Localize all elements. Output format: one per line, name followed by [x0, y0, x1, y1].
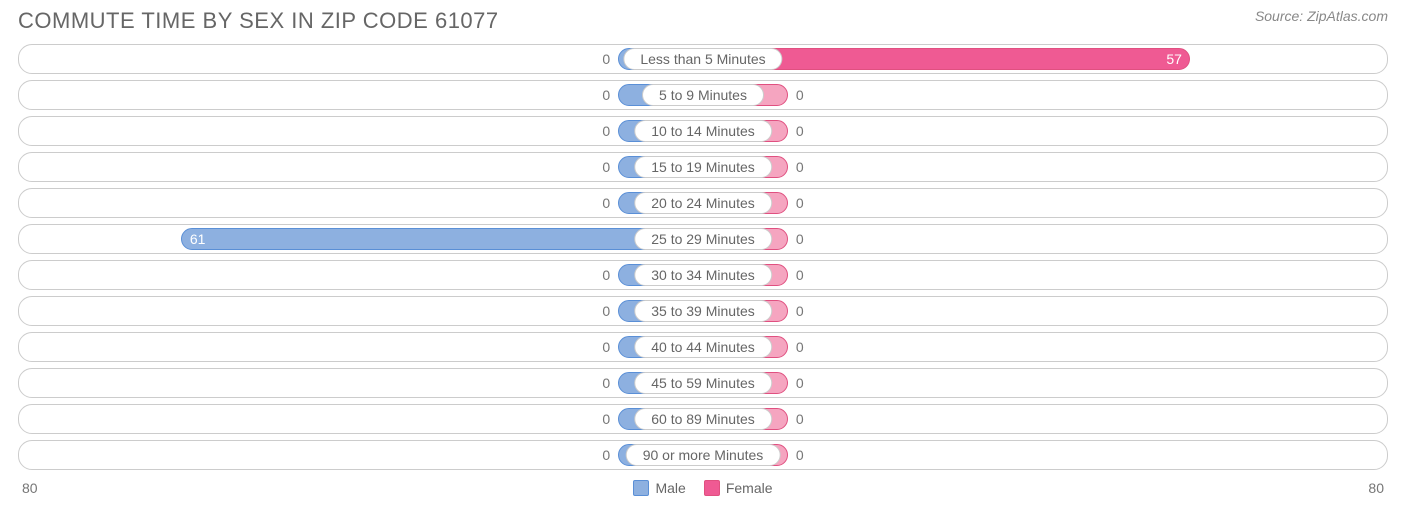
female-value: 0	[790, 303, 810, 319]
chart-row: 0 57 Less than 5 Minutes	[18, 44, 1388, 74]
female-value: 0	[790, 159, 810, 175]
chart-row: 0 0 35 to 39 Minutes	[18, 296, 1388, 326]
category-label: 35 to 39 Minutes	[634, 300, 772, 322]
category-label: 30 to 34 Minutes	[634, 264, 772, 286]
category-label: 20 to 24 Minutes	[634, 192, 772, 214]
legend: Male Female	[633, 480, 772, 496]
legend-male: Male	[633, 480, 685, 496]
female-value: 0	[790, 447, 810, 463]
category-label: 25 to 29 Minutes	[634, 228, 772, 250]
category-label: 10 to 14 Minutes	[634, 120, 772, 142]
chart-row: 0 0 15 to 19 Minutes	[18, 152, 1388, 182]
legend-female: Female	[704, 480, 773, 496]
male-value: 0	[596, 159, 616, 175]
chart-row: 0 0 60 to 89 Minutes	[18, 404, 1388, 434]
male-value: 0	[596, 195, 616, 211]
header: COMMUTE TIME BY SEX IN ZIP CODE 61077 So…	[0, 0, 1406, 38]
male-value: 0	[596, 411, 616, 427]
chart-row: 0 0 20 to 24 Minutes	[18, 188, 1388, 218]
legend-male-label: Male	[655, 480, 685, 496]
category-label: 60 to 89 Minutes	[634, 408, 772, 430]
female-value: 0	[790, 195, 810, 211]
female-value: 0	[790, 87, 810, 103]
female-value: 0	[790, 375, 810, 391]
male-bar	[181, 228, 703, 250]
male-value: 0	[596, 339, 616, 355]
female-value: 0	[790, 267, 810, 283]
female-value: 57	[1160, 51, 1188, 67]
chart-area: 057Less than 5 Minutes005 to 9 Minutes00…	[0, 38, 1406, 470]
male-value: 0	[596, 87, 616, 103]
chart-row: 0 0 5 to 9 Minutes	[18, 80, 1388, 110]
axis-right-label: 80	[1368, 480, 1384, 496]
chart-row: 0 0 40 to 44 Minutes	[18, 332, 1388, 362]
male-value: 0	[596, 267, 616, 283]
category-label: 45 to 59 Minutes	[634, 372, 772, 394]
female-value: 0	[790, 123, 810, 139]
category-label: Less than 5 Minutes	[623, 48, 782, 70]
category-label: 40 to 44 Minutes	[634, 336, 772, 358]
female-value: 0	[790, 339, 810, 355]
category-label: 90 or more Minutes	[626, 444, 781, 466]
chart-row: 0 0 90 or more Minutes	[18, 440, 1388, 470]
chart-row: 0 0 10 to 14 Minutes	[18, 116, 1388, 146]
chart-row: 0 0 45 to 59 Minutes	[18, 368, 1388, 398]
female-swatch-icon	[704, 480, 720, 496]
female-value: 0	[790, 411, 810, 427]
male-value: 61	[184, 231, 212, 247]
male-value: 0	[596, 123, 616, 139]
female-value: 0	[790, 231, 810, 247]
category-label: 5 to 9 Minutes	[642, 84, 764, 106]
male-value: 0	[596, 51, 616, 67]
legend-female-label: Female	[726, 480, 773, 496]
male-value: 0	[596, 447, 616, 463]
male-value: 0	[596, 375, 616, 391]
source-label: Source: ZipAtlas.com	[1255, 8, 1388, 24]
axis-left-label: 80	[22, 480, 38, 496]
chart-row: 0 0 30 to 34 Minutes	[18, 260, 1388, 290]
footer: 80 Male Female 80	[0, 476, 1406, 502]
male-value: 0	[596, 303, 616, 319]
chart-row: 61 0 25 to 29 Minutes	[18, 224, 1388, 254]
male-swatch-icon	[633, 480, 649, 496]
category-label: 15 to 19 Minutes	[634, 156, 772, 178]
chart-title: COMMUTE TIME BY SEX IN ZIP CODE 61077	[18, 8, 499, 34]
